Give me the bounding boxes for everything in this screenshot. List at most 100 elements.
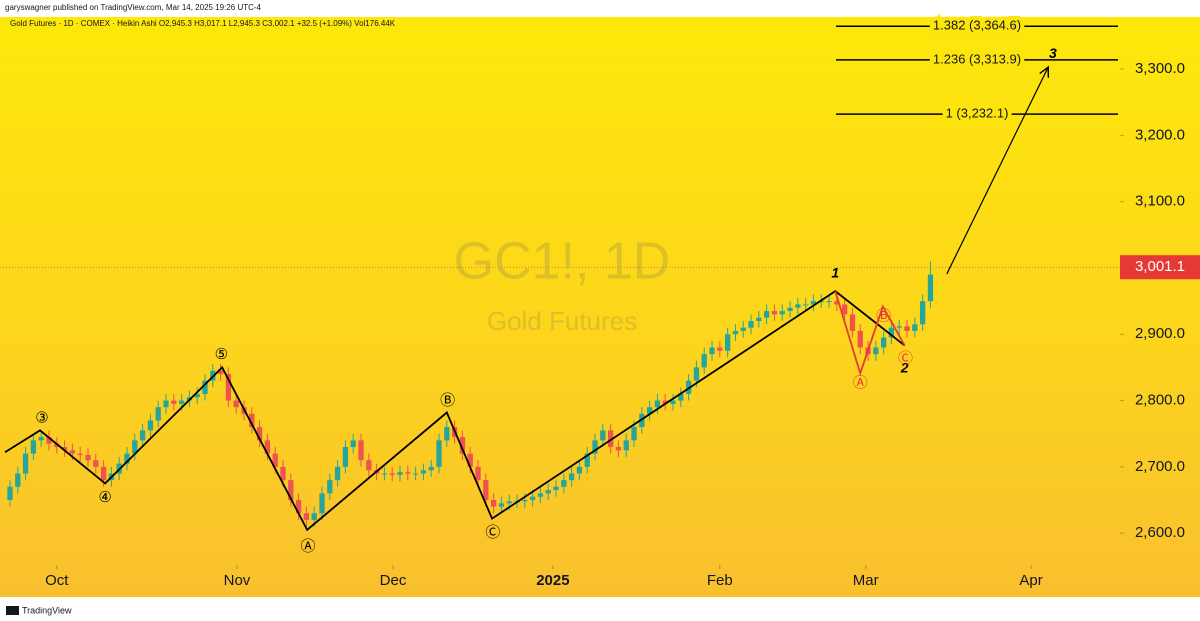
candle-body (264, 440, 271, 454)
candle-body (233, 400, 239, 408)
candle-body (904, 326, 910, 331)
candle-body (93, 460, 99, 467)
y-tick-label: 3,300.0 (1135, 60, 1185, 77)
candle-body (475, 466, 481, 481)
brand: TradingView (22, 605, 72, 615)
candle-body (779, 311, 785, 315)
candle-body (38, 437, 44, 441)
candle-body (202, 380, 208, 394)
x-tick-label: 2025 (536, 572, 569, 589)
candle-body (662, 400, 668, 404)
x-tick-label: Dec (380, 572, 407, 589)
candle-body (709, 347, 715, 355)
candle-body (537, 493, 544, 497)
x-tick-label: Feb (707, 572, 733, 589)
candle-body (732, 330, 739, 335)
candle-body (849, 314, 856, 331)
y-tick-label: 2,900.0 (1135, 325, 1185, 342)
candle-body (919, 301, 926, 325)
candle-body (171, 400, 177, 404)
candle-body (639, 413, 645, 428)
candle-body (22, 453, 29, 474)
candle-body (381, 473, 388, 475)
candle-body (834, 301, 840, 305)
candle-body (506, 501, 512, 504)
y-tick-label: 2,700.0 (1135, 458, 1185, 475)
candle-body (888, 327, 895, 338)
candle-body (545, 490, 551, 494)
watermark-symbol: GC1!, 1D (454, 233, 671, 291)
candle-body (787, 307, 793, 312)
candle-body (7, 486, 13, 501)
candle-body (615, 446, 622, 451)
candle-body (459, 437, 466, 454)
wave-label: Ⓑ (440, 392, 455, 409)
candle-body (740, 327, 746, 331)
last-price-label: 3,001.1 (1135, 258, 1185, 275)
y-tick-label: 2,600.0 (1135, 524, 1185, 541)
candle-body (256, 427, 263, 441)
candle-body (69, 450, 76, 454)
candle-body (826, 301, 832, 303)
candle-body (857, 330, 863, 348)
candle-body (46, 437, 52, 444)
candle-body (631, 427, 637, 441)
y-tick-label: 3,200.0 (1135, 126, 1185, 143)
candle-body (873, 347, 879, 355)
x-tick-label: Mar (853, 572, 879, 589)
candle-body (295, 500, 302, 514)
wave-label: ③ (35, 409, 48, 426)
candle-body (880, 337, 887, 348)
candle-body (600, 430, 606, 441)
candle-body (771, 311, 778, 315)
candle-body (912, 324, 918, 331)
x-tick-label: Apr (1019, 572, 1042, 589)
wave-label: Ⓑ (876, 307, 891, 324)
candle-body (529, 496, 536, 501)
fib-label: 1.382 (3,364.6) (933, 18, 1021, 33)
candle-body (467, 453, 473, 467)
wave-label: 1 (831, 265, 839, 281)
wave-label: Ⓒ (898, 350, 913, 367)
candle-body (194, 393, 200, 398)
candle-body (405, 472, 411, 474)
wave-label: ⑤ (215, 346, 228, 363)
wave-label: ④ (98, 489, 111, 506)
candle-body (61, 446, 68, 451)
candle-body (763, 311, 770, 318)
candle-body (693, 367, 700, 381)
candle-body (350, 440, 356, 447)
candle-body (561, 480, 567, 487)
candle-body (584, 453, 590, 467)
candle-body (436, 440, 442, 467)
candle-body (490, 500, 497, 507)
candle-body (607, 430, 614, 447)
candle-body (717, 347, 723, 351)
candle-body (896, 326, 902, 328)
candle-body (444, 427, 450, 441)
candle-body (701, 354, 707, 368)
publisher: garyswagner published on TradingView.com… (5, 3, 262, 12)
candle-body (342, 446, 349, 467)
candle-body (366, 460, 372, 471)
candle-body (288, 480, 294, 501)
candle-body (795, 304, 801, 308)
wave-label: Ⓒ (485, 524, 500, 541)
candle-body (319, 493, 325, 514)
candle-body (217, 370, 224, 375)
x-tick-label: Nov (224, 572, 251, 589)
candle-body (654, 400, 661, 408)
candle-body (100, 466, 107, 481)
candle-body (249, 413, 255, 428)
candle-body (124, 453, 130, 464)
candle-body (139, 430, 146, 441)
symbol-info: Gold Futures · 1D · COMEX · Heikin Ashi … (10, 19, 396, 28)
wave-label: 2 (900, 359, 909, 375)
wave-label: Ⓐ (300, 538, 315, 555)
candle-body (428, 466, 434, 471)
candle-body (389, 473, 395, 475)
candle-body (818, 301, 824, 303)
candle-body (553, 486, 559, 491)
candle-body (15, 473, 21, 487)
candle-body (397, 472, 403, 475)
